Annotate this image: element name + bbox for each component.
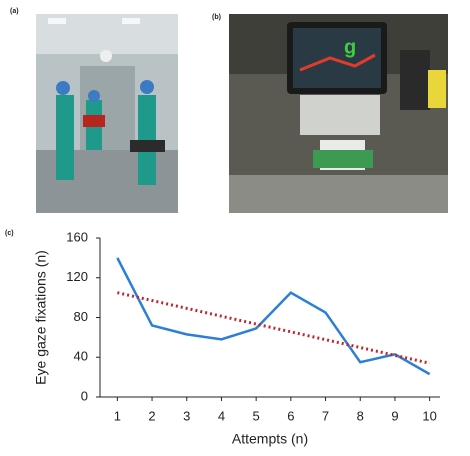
- photo-b: g: [229, 14, 448, 213]
- x-tick-label: 5: [253, 408, 260, 423]
- panel-label: (b): [212, 14, 221, 21]
- x-tick-label: 6: [287, 408, 294, 423]
- y-axis-title: Eye gaze fixations (n): [33, 250, 49, 385]
- y-tick-label: 120: [66, 269, 88, 284]
- x-tick-label: 2: [148, 408, 155, 423]
- x-tick-label: 1: [114, 408, 121, 423]
- x-axis-title: Attempts (n): [232, 431, 308, 447]
- x-tick-label: 8: [357, 408, 364, 423]
- photo-a: [36, 14, 178, 213]
- x-tick-label: 7: [322, 408, 329, 423]
- x-tick-label: 4: [218, 408, 225, 423]
- trend-line: [117, 291, 430, 365]
- photo-overlay: g: [344, 36, 356, 58]
- x-tick-label: 3: [183, 408, 190, 423]
- y-tick-label: 80: [74, 309, 88, 324]
- x-tick-label: 9: [391, 408, 398, 423]
- y-tick-label: 40: [74, 349, 88, 364]
- panel-label: (c): [5, 230, 14, 237]
- panel-label: (a): [10, 8, 19, 15]
- data-line: [116, 257, 431, 376]
- y-tick-label: 0: [81, 388, 88, 403]
- y-tick-label: 160: [66, 229, 88, 244]
- x-tick-label: 10: [422, 408, 436, 423]
